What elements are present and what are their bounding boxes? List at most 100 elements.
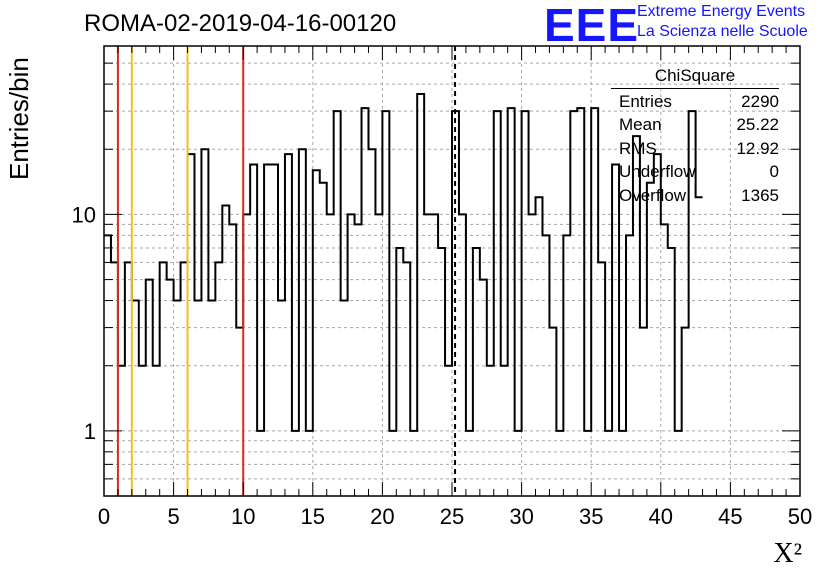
histogram-bin [229,224,236,496]
histogram-bin [563,235,570,496]
stats-key: Mean [619,115,662,134]
histogram-bin [132,301,139,496]
histogram-bin [410,431,417,496]
histogram-bin [153,366,160,496]
histogram-bin [215,262,222,496]
histogram-bin [299,149,306,496]
histogram-bin [417,94,424,496]
histogram-bin [292,431,299,496]
histogram-bin [529,214,536,496]
histogram-bin [549,328,556,496]
histogram-bin [570,111,577,496]
histogram-bin [278,301,285,496]
stats-key: Entries [619,91,672,111]
histogram-bin [355,224,362,496]
x-axis-label: X² [773,538,802,569]
histogram-bin [396,248,403,496]
histogram-bin [473,248,480,496]
stats-key: Overflow [619,185,687,205]
histogram-bin [313,170,320,496]
histogram-bin [424,214,431,496]
histogram-bin [466,431,473,496]
histogram-bin [201,149,208,496]
histogram-bin [285,154,292,496]
stats-key: Underflow [619,162,696,181]
x-tick-label: 50 [788,504,812,529]
stats-row: Mean 25.22 [611,113,779,137]
histogram-bin [612,165,619,496]
histogram-bin [111,262,118,496]
histogram-bin [682,328,689,496]
histogram-bin [160,262,167,496]
histogram-bin [327,214,334,496]
stats-value: 2290 [741,91,779,111]
histogram-bin [181,262,188,496]
x-tick-label: 0 [98,504,110,529]
histogram-bin [522,111,529,496]
x-tick-label: 35 [579,504,603,529]
histogram-bin [368,149,375,496]
histogram-bin [236,328,243,496]
histogram-bin [167,280,174,496]
stats-value: 12.92 [736,138,779,158]
histogram-bin [250,165,257,496]
histogram-bin [139,366,146,496]
histogram-bin [306,431,313,496]
histogram-bin [536,197,543,496]
histogram-bin [257,431,264,496]
histogram-bin [194,301,201,496]
histogram-bin [452,111,459,496]
stats-value: 0 [769,162,779,181]
histogram-bin [696,197,703,496]
histogram-bin [640,328,647,496]
histogram-bin [348,214,355,496]
histogram-bin [584,431,591,496]
histogram-bin [626,235,633,496]
histogram-bin [431,214,438,496]
histogram-bin [243,214,250,496]
x-tick-label: 25 [440,504,464,529]
stats-key: RMS [619,138,657,158]
histogram-bin [125,262,132,496]
stats-value: 25.22 [736,115,779,134]
histogram-bin [591,108,598,496]
histogram-bin [188,154,195,496]
histogram-bin [501,366,508,496]
histogram-bin [542,235,549,496]
histogram-bin [208,301,215,496]
histogram-bin [403,262,410,496]
histogram-bin [459,214,466,496]
histogram-bin [605,431,612,496]
stats-value: 1365 [741,185,779,205]
x-tick-label: 15 [301,504,325,529]
logo-caption-line2: La Scienza nelle Scuole [637,23,808,40]
y-tick-label: 10 [72,202,96,227]
histogram-bin [320,183,327,496]
y-axis-label: Entries/bin [4,57,34,180]
histogram-bin [382,111,389,496]
histogram-bin [438,248,445,496]
logo-caption: Extreme Energy Events La Scienza nelle S… [637,2,808,42]
logo-caption-line1: Extreme Energy Events [637,3,806,20]
histogram-bin [508,108,515,496]
x-tick-label: 5 [167,504,179,529]
histogram-bin [375,214,382,496]
histogram-bin [577,108,584,496]
x-tick-label: 10 [231,504,255,529]
stats-row: RMS 12.92 [611,137,779,161]
histogram-bin [494,111,501,496]
histogram-bin [480,280,487,496]
x-tick-label: 40 [649,504,673,529]
histogram-bin [334,111,341,496]
histogram-bin [362,108,369,496]
histogram-bin [487,366,494,496]
stats-row: Entries 2290 [611,90,779,114]
x-tick-label: 30 [509,504,533,529]
histogram-bin [445,366,452,496]
histogram-bin [598,262,605,496]
stats-box: ChiSquare Entries 2290 Mean 25.22 RMS 12.92… [611,64,779,207]
histogram-bin [661,224,668,496]
histogram-bin [222,205,229,496]
histogram-bin [341,301,348,496]
